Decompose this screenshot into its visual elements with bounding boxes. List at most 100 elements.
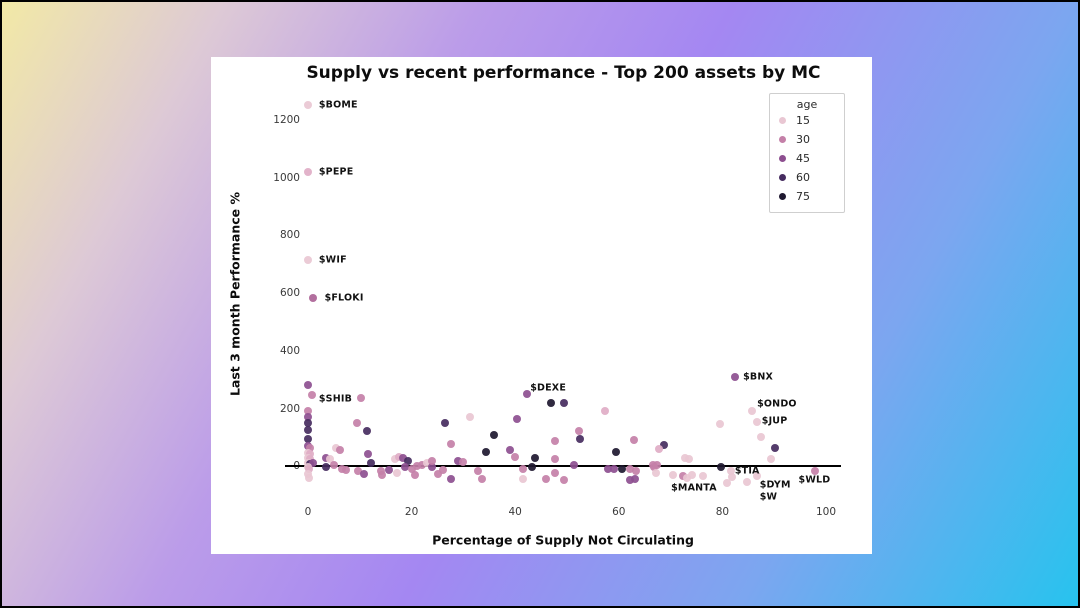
chart-title: Supply vs recent performance - Top 200 a…	[306, 63, 821, 83]
scatter-point	[305, 444, 314, 453]
scatter-point	[477, 474, 486, 483]
legend-swatch-icon	[779, 193, 786, 200]
y-tick-label: 200	[279, 402, 300, 415]
scatter-point	[438, 466, 447, 475]
scatter-point	[304, 425, 312, 434]
legend-swatch-icon	[779, 174, 786, 181]
scatter-point	[505, 446, 514, 455]
point-label: $PEPE	[318, 166, 354, 178]
point-label: $WLD	[798, 474, 831, 486]
point-label: $JUP	[761, 415, 788, 427]
y-tick-label: 1200	[273, 113, 300, 126]
scatter-point	[569, 460, 578, 469]
scatter-point	[717, 462, 726, 471]
point-label: $TIA	[734, 465, 760, 477]
scatter-point	[510, 453, 519, 462]
point-label: $DYM	[759, 479, 791, 491]
scatter-point	[307, 390, 316, 399]
x-tick-label: 80	[715, 506, 730, 518]
scatter-point	[728, 472, 737, 481]
point-label: $BOME	[318, 99, 358, 111]
scatter-point	[649, 462, 658, 471]
point-label: $DEXE	[530, 382, 567, 394]
scatter-point	[331, 444, 340, 453]
scatter-point	[305, 465, 314, 474]
scatter-point	[394, 453, 403, 462]
point-label: $FLOKI	[324, 292, 364, 304]
scatter-point	[447, 439, 456, 448]
scatter-point	[770, 444, 779, 453]
scatter-point	[612, 447, 621, 456]
scatter-point	[752, 472, 761, 481]
scatter-point	[403, 456, 412, 465]
scatter-point	[304, 418, 312, 427]
legend-entry: 45	[770, 149, 844, 168]
scatter-point	[465, 412, 474, 421]
scatter-point	[550, 454, 559, 463]
scatter-point	[399, 454, 408, 463]
scatter-point	[811, 467, 820, 476]
chart-figure: Supply vs recent performance - Top 200 a…	[211, 57, 872, 554]
scatter-point	[604, 465, 613, 474]
scatter-point	[304, 470, 312, 479]
x-tick-label: 60	[612, 506, 626, 518]
scatter-point	[329, 460, 338, 469]
legend-swatch-icon	[779, 155, 786, 162]
legend-entry: 60	[770, 168, 844, 187]
scatter-point	[306, 449, 315, 458]
legend: age 15 30 45 60 75	[769, 93, 845, 213]
y-tick-label: 800	[279, 229, 300, 242]
y-axis-label: Last 3 month Performance %	[227, 191, 243, 397]
scatter-point	[726, 466, 735, 475]
scatter-point	[357, 393, 366, 402]
scatter-point	[434, 469, 443, 478]
point-label: $BNX	[743, 371, 774, 383]
legend-swatch-icon	[779, 136, 786, 143]
x-tick-label: 0	[304, 506, 312, 518]
scatter-point	[680, 453, 689, 462]
scatter-point	[304, 413, 312, 422]
scatter-point	[321, 454, 330, 463]
scatter-point	[325, 455, 334, 464]
scatter-point	[427, 463, 436, 472]
legend-entry-label: 60	[796, 171, 810, 184]
scatter-point	[353, 467, 362, 476]
scatter-point	[408, 465, 417, 474]
scatter-point	[601, 406, 610, 415]
scatter-point	[716, 419, 725, 428]
scatter-point	[652, 468, 661, 477]
scatter-point	[417, 460, 426, 469]
scatter-point	[547, 398, 556, 407]
scatter-point	[400, 463, 409, 472]
scatter-point	[722, 479, 731, 488]
point-label: $MANTA	[671, 482, 717, 494]
legend-entry: 75	[770, 187, 844, 206]
scatter-point	[626, 465, 635, 474]
scatter-point	[576, 434, 585, 443]
scatter-point	[574, 427, 583, 436]
scatter-point	[541, 475, 550, 484]
legend-entries: 15 30 45 60 75	[770, 111, 844, 206]
scatter-point	[337, 465, 346, 474]
scatter-point	[459, 457, 468, 466]
scatter-point	[441, 418, 450, 427]
scatter-point	[490, 431, 499, 440]
scatter-point	[447, 474, 456, 483]
scatter-point	[630, 475, 639, 484]
scatter-point	[669, 471, 678, 480]
scatter-point	[482, 447, 491, 456]
y-tick-label: 400	[279, 344, 300, 357]
scatter-point	[654, 445, 663, 454]
scatter-point	[304, 101, 312, 110]
legend-entry-label: 75	[796, 190, 810, 203]
scatter-point	[423, 458, 432, 467]
scatter-point	[699, 472, 708, 481]
x-tick-label: 40	[508, 506, 522, 518]
scatter-point	[742, 477, 751, 486]
scatter-point	[341, 466, 350, 475]
scatter-point	[512, 415, 521, 424]
point-label: $WIF	[318, 254, 347, 266]
scatter-point	[519, 465, 528, 474]
scatter-point	[309, 458, 318, 467]
